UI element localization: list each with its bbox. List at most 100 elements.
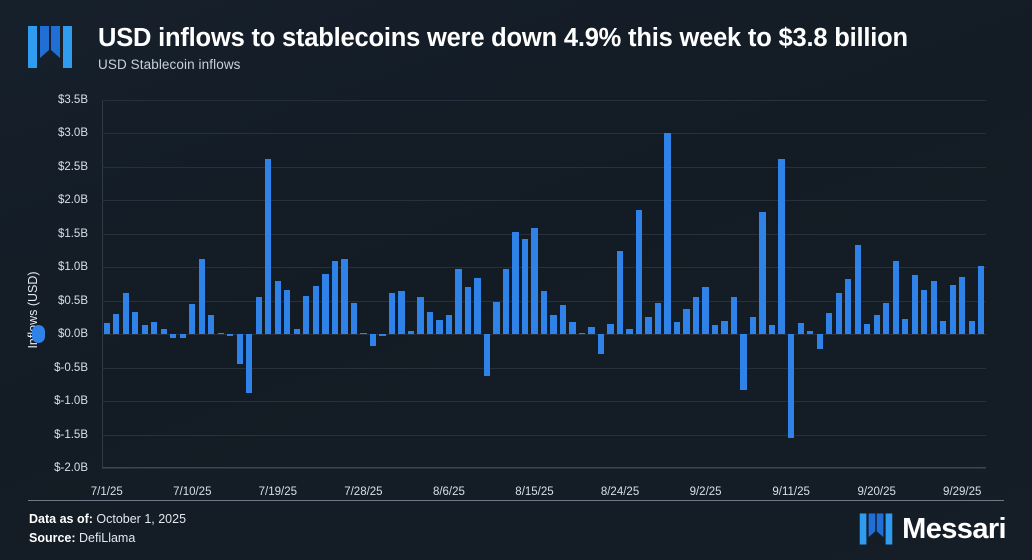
bar[interactable] [721, 321, 728, 335]
bar[interactable] [959, 277, 966, 335]
bar[interactable] [217, 332, 224, 335]
bar[interactable] [189, 304, 196, 335]
bar[interactable] [445, 314, 453, 335]
bar[interactable] [160, 328, 167, 335]
bar[interactable] [208, 315, 215, 335]
bar[interactable] [322, 273, 329, 335]
footer-meta: Data as of: October 1, 2025 Source: Defi… [29, 510, 186, 548]
bar[interactable] [616, 251, 624, 335]
bar[interactable] [873, 314, 880, 335]
bar[interactable] [550, 315, 557, 335]
bar[interactable] [312, 286, 319, 335]
bar[interactable] [845, 278, 852, 335]
data-as-of-value: October 1, 2025 [92, 512, 187, 526]
bar[interactable] [103, 322, 110, 335]
bar[interactable] [341, 258, 348, 335]
bar[interactable] [379, 334, 386, 337]
bar[interactable] [797, 323, 804, 335]
bar[interactable] [826, 313, 833, 335]
bar[interactable] [788, 334, 795, 438]
bar[interactable] [597, 334, 605, 355]
bar[interactable] [645, 316, 652, 335]
bar[interactable] [493, 302, 500, 335]
bar[interactable] [930, 280, 937, 335]
bar[interactable] [664, 133, 671, 335]
bar[interactable] [835, 292, 842, 335]
bar[interactable] [692, 297, 700, 335]
bar[interactable] [673, 322, 681, 335]
bar[interactable] [474, 277, 481, 335]
bar[interactable] [464, 287, 472, 335]
bar[interactable] [768, 324, 776, 335]
bar[interactable] [854, 245, 861, 335]
bar[interactable] [388, 293, 396, 335]
bar[interactable] [407, 330, 415, 335]
bar[interactable] [902, 319, 909, 335]
bar[interactable] [749, 316, 757, 335]
bar[interactable] [255, 297, 262, 335]
bar[interactable] [141, 325, 148, 335]
bar[interactable] [569, 322, 576, 335]
bar[interactable] [816, 334, 823, 349]
bar[interactable] [521, 239, 529, 335]
bar[interactable] [949, 284, 956, 335]
bar[interactable] [730, 297, 738, 335]
bar[interactable] [864, 324, 871, 335]
bar[interactable] [588, 327, 595, 335]
bar[interactable] [883, 302, 890, 335]
brand-name: Messari [902, 513, 1006, 545]
x-axis-tick-label: 7/19/25 [258, 486, 298, 498]
bar[interactable] [113, 314, 120, 335]
bar[interactable] [635, 210, 643, 335]
bar[interactable] [911, 275, 918, 335]
bar[interactable] [246, 334, 253, 394]
y-axis-tick-label: $0.5B [57, 294, 88, 307]
bar[interactable] [921, 290, 928, 335]
bar[interactable] [978, 265, 985, 335]
bar[interactable] [265, 158, 272, 335]
bar[interactable] [759, 212, 766, 335]
bar[interactable] [559, 305, 567, 335]
bar[interactable] [198, 258, 205, 335]
bar[interactable] [331, 260, 338, 335]
bar[interactable] [483, 334, 491, 376]
bar[interactable] [968, 320, 975, 335]
bar[interactable] [607, 324, 614, 335]
bar[interactable] [807, 330, 814, 335]
bar[interactable] [122, 292, 129, 335]
bar[interactable] [578, 332, 586, 335]
bar[interactable] [502, 268, 510, 335]
bar[interactable] [740, 334, 747, 390]
bar[interactable] [274, 280, 281, 335]
bar[interactable] [436, 320, 443, 335]
bar[interactable] [179, 334, 186, 338]
bar[interactable] [284, 290, 291, 335]
bar[interactable] [711, 324, 719, 335]
bar[interactable] [654, 302, 662, 335]
bar[interactable] [683, 309, 690, 335]
bar[interactable] [303, 296, 310, 335]
bar[interactable] [151, 322, 158, 335]
page-title: USD inflows to stablecoins were down 4.9… [98, 24, 908, 52]
bar[interactable] [540, 291, 548, 335]
bar[interactable] [702, 287, 709, 335]
bar[interactable] [350, 303, 358, 335]
bar[interactable] [940, 320, 947, 335]
bar[interactable] [426, 312, 434, 335]
bar[interactable] [417, 296, 424, 335]
bar[interactable] [626, 328, 633, 335]
bar[interactable] [531, 228, 538, 335]
bar[interactable] [892, 260, 899, 335]
bar[interactable] [455, 269, 462, 335]
bar[interactable] [132, 312, 139, 335]
bar[interactable] [360, 332, 367, 335]
bar[interactable] [398, 291, 405, 335]
bar[interactable] [170, 334, 177, 339]
bar[interactable] [369, 334, 377, 347]
bar[interactable] [293, 329, 300, 335]
bar[interactable] [236, 334, 243, 365]
bar[interactable] [227, 334, 234, 336]
bar[interactable] [512, 232, 519, 335]
gridline [102, 200, 986, 202]
bar[interactable] [778, 158, 785, 335]
